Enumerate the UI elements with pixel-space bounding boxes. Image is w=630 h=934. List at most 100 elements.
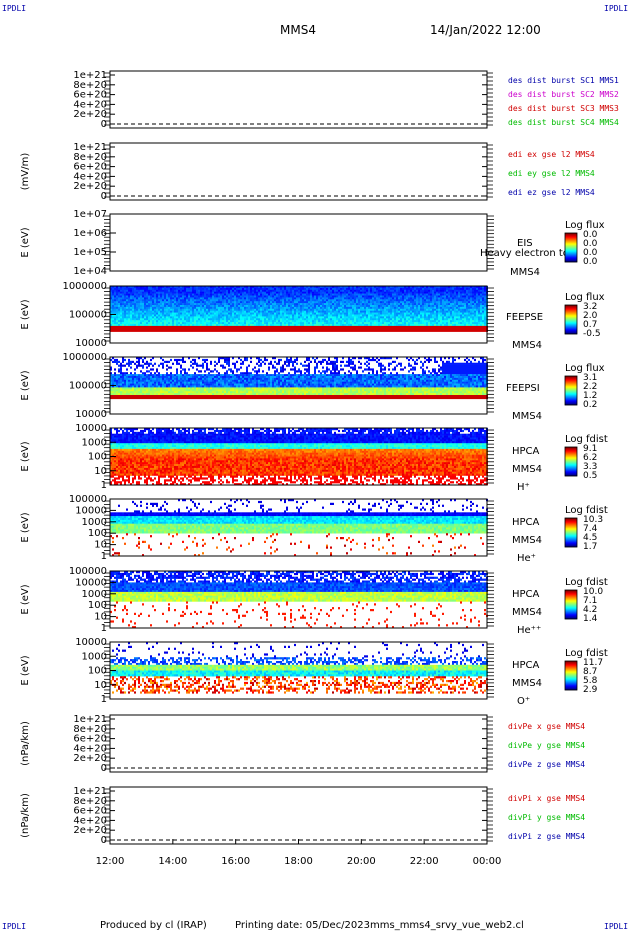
heatmap-cell [188, 313, 190, 315]
heatmap-cell [132, 313, 134, 315]
heatmap-cell [222, 324, 224, 326]
heatmap-cell [190, 330, 192, 332]
heatmap-cell [138, 313, 140, 315]
heatmap-cell [198, 318, 200, 320]
heatmap-cell [140, 326, 142, 328]
heatmap-cell [134, 315, 136, 317]
heatmap-cell [222, 320, 224, 322]
heatmap-cell [168, 299, 170, 301]
heatmap-cell [152, 301, 154, 303]
heatmap-cell [174, 330, 176, 332]
heatmap-cell [214, 296, 216, 298]
heatmap-cell [234, 313, 236, 315]
heatmap-cell [220, 292, 222, 294]
heatmap-cell [148, 316, 150, 318]
heatmap-cell [176, 307, 178, 309]
heatmap-cell [188, 328, 190, 330]
heatmap-cell [170, 288, 172, 290]
heatmap-cell [150, 301, 152, 303]
heatmap-cell [206, 316, 208, 318]
heatmap-cell [174, 322, 176, 324]
heatmap-cell [214, 301, 216, 303]
heatmap-cell [200, 322, 202, 324]
heatmap-cell [136, 315, 138, 317]
heatmap-cell [216, 296, 218, 298]
heatmap-cell [150, 311, 152, 313]
heatmap-cell [216, 311, 218, 313]
heatmap-cell [114, 294, 116, 296]
heatmap-cell [226, 303, 228, 305]
heatmap-cell [194, 297, 196, 299]
heatmap-cell [122, 305, 124, 307]
heatmap-cell [192, 305, 194, 307]
heatmap-cell [210, 294, 212, 296]
heatmap-cell [116, 328, 118, 330]
heatmap-cell [220, 322, 222, 324]
heatmap-cell [180, 305, 182, 307]
heatmap-cell [170, 301, 172, 303]
heatmap-cell [216, 290, 218, 292]
heatmap-cell [194, 318, 196, 320]
heatmap-cell [200, 292, 202, 294]
heatmap-cell [140, 290, 142, 292]
heatmap-cell [200, 303, 202, 305]
heatmap-cell [210, 288, 212, 290]
heatmap-cell [160, 303, 162, 305]
heatmap-cell [194, 307, 196, 309]
heatmap-cell [218, 311, 220, 313]
heatmap-cell [166, 307, 168, 309]
heatmap-cell [136, 309, 138, 311]
heatmap-cell [196, 297, 198, 299]
heatmap-cell [224, 296, 226, 298]
heatmap-cell [144, 309, 146, 311]
heatmap-cell [176, 301, 178, 303]
heatmap-cell [180, 292, 182, 294]
heatmap-cell [178, 309, 180, 311]
heatmap-cell [228, 294, 230, 296]
heatmap-cell [212, 322, 214, 324]
heatmap-cell [218, 301, 220, 303]
heatmap-cell [198, 294, 200, 296]
heatmap-cell [132, 326, 134, 328]
heatmap-cell [226, 318, 228, 320]
heatmap-cell [236, 290, 238, 292]
heatmap-cell [118, 294, 120, 296]
heatmap-cell [230, 296, 232, 298]
heatmap-cell [186, 316, 188, 318]
heatmap-cell [200, 311, 202, 313]
heatmap-cell [182, 296, 184, 298]
heatmap-cell [116, 326, 118, 328]
heatmap-cell [158, 290, 160, 292]
heatmap-cell [136, 296, 138, 298]
heatmap-cell [164, 328, 166, 330]
heatmap-cell [144, 322, 146, 324]
heatmap-cell [228, 309, 230, 311]
heatmap-cell [124, 301, 126, 303]
heatmap-cell [126, 318, 128, 320]
heatmap-cell [178, 330, 180, 332]
heatmap-cell [118, 290, 120, 292]
heatmap-cell [184, 296, 186, 298]
heatmap-cell [212, 288, 214, 290]
heatmap-cell [228, 311, 230, 313]
heatmap-cell [178, 311, 180, 313]
heatmap-cell [154, 288, 156, 290]
heatmap-cell [158, 320, 160, 322]
heatmap-cell [154, 330, 156, 332]
heatmap-cell [196, 296, 198, 298]
heatmap-cell [160, 301, 162, 303]
heatmap-cell [174, 299, 176, 301]
heatmap-cell [198, 326, 200, 328]
heatmap-cell [220, 299, 222, 301]
heatmap-cell [116, 305, 118, 307]
heatmap-cell [170, 299, 172, 301]
heatmap-cell [234, 315, 236, 317]
heatmap-cell [210, 309, 212, 311]
heatmap-cell [198, 307, 200, 309]
heatmap-cell [150, 309, 152, 311]
heatmap-cell [136, 305, 138, 307]
heatmap-cell [162, 292, 164, 294]
heatmap-cell [192, 315, 194, 317]
heatmap-cell [204, 288, 206, 290]
heatmap-cell [128, 313, 130, 315]
